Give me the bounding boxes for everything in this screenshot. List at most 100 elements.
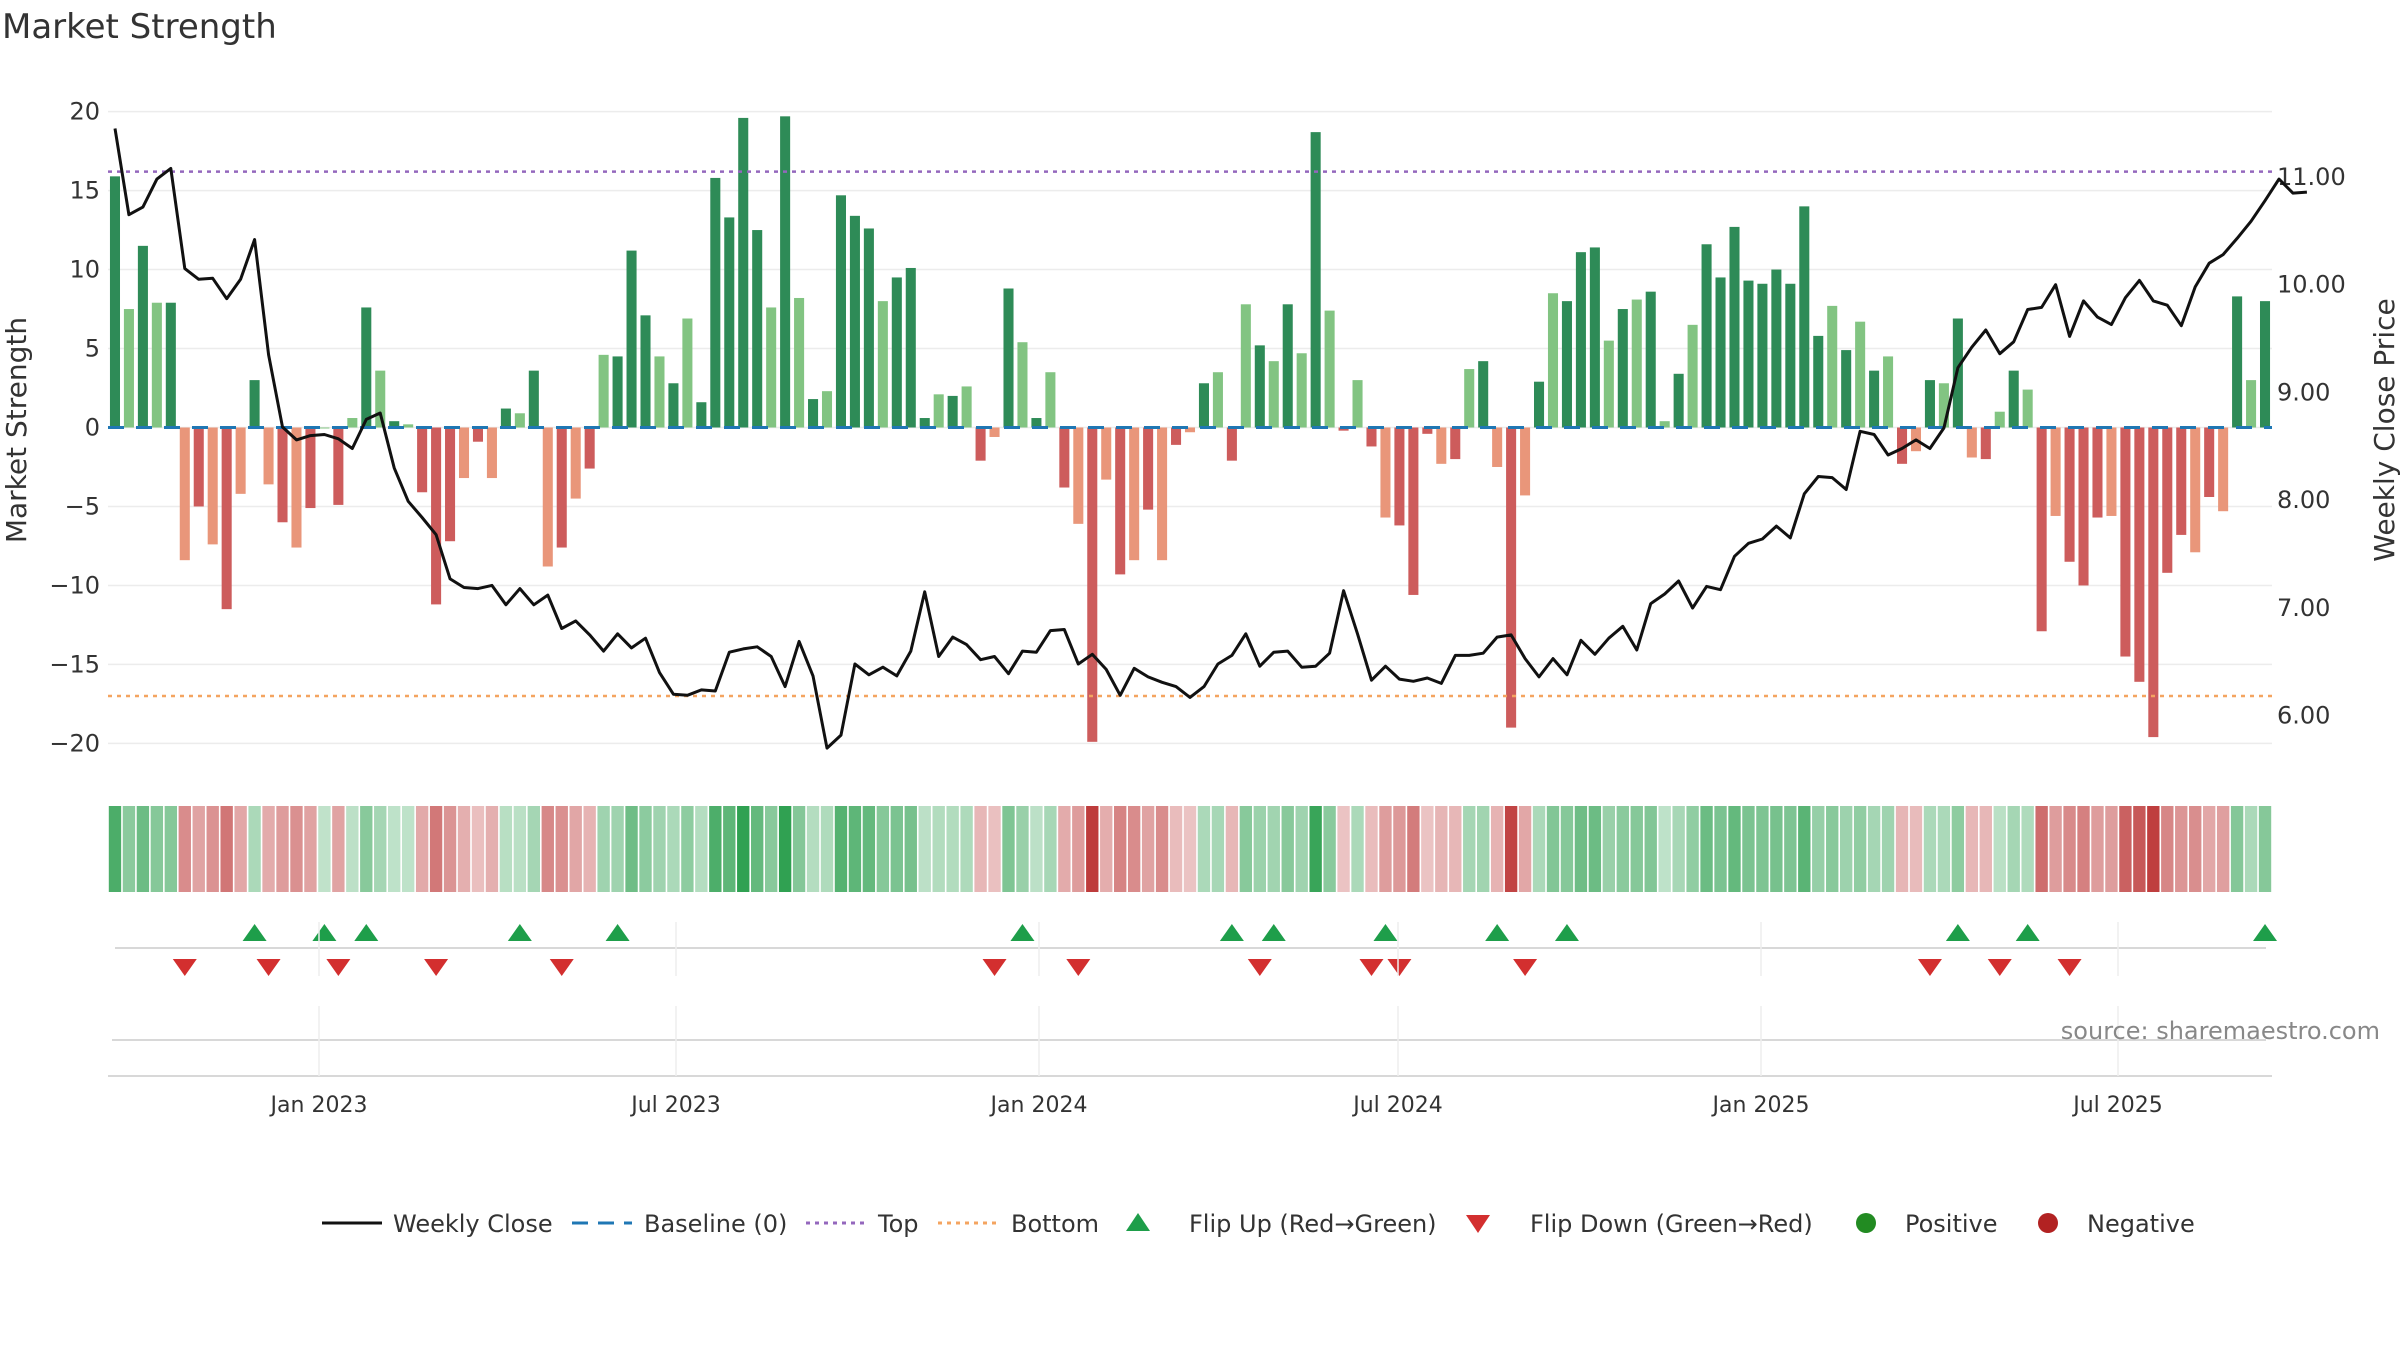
heat-cell <box>1225 806 1239 892</box>
strength-bar <box>1561 301 1572 428</box>
legend-baseline: Baseline (0) <box>644 1210 787 1238</box>
strength-bar <box>598 354 609 428</box>
strength-bar <box>1073 427 1084 524</box>
heat-cell <box>1127 806 1141 892</box>
strength-bar <box>1631 299 1642 428</box>
strength-bar <box>1115 427 1126 575</box>
strength-bar <box>654 356 665 428</box>
heat-cell <box>1253 806 1266 892</box>
strength-bar <box>1785 283 1796 428</box>
strength-bar <box>277 427 288 523</box>
strength-bar <box>179 427 190 561</box>
strength-bar <box>528 370 539 428</box>
heat-cell <box>2147 806 2160 892</box>
strength-bar <box>919 418 930 428</box>
x-tick-label: Jan 2023 <box>269 1093 368 1118</box>
strength-bar <box>961 386 972 428</box>
legend-top: Top <box>877 1210 919 1238</box>
heat-cell <box>1030 806 1043 892</box>
strength-bar <box>403 424 414 428</box>
flip-up-marker <box>2015 924 2040 941</box>
strength-bar <box>1394 427 1405 526</box>
heat-cell <box>1560 806 1574 892</box>
legend-flip-down-swatch <box>1466 1215 1490 1233</box>
heat-cell <box>122 806 136 892</box>
heat-cell <box>1630 806 1643 892</box>
flip-down-marker <box>2057 959 2082 976</box>
heat-cell <box>415 806 429 892</box>
strength-bar <box>863 228 874 428</box>
heat-cell <box>1756 806 1769 892</box>
strength-bar <box>1617 309 1628 428</box>
strength-bar <box>1282 304 1293 428</box>
heat-cell <box>2035 806 2048 892</box>
strength-bar <box>2218 427 2229 512</box>
heat-cell <box>1044 806 1057 892</box>
strength-bar <box>780 116 791 428</box>
strength-bar <box>696 402 707 428</box>
heat-cell <box>1351 806 1364 892</box>
strength-bar <box>710 177 721 428</box>
strength-bar <box>1436 427 1447 464</box>
flip-down-marker <box>326 959 351 976</box>
strength-bar <box>2134 427 2145 682</box>
strength-bar <box>891 277 902 428</box>
strength-bar <box>486 427 497 479</box>
heat-cell <box>820 806 834 892</box>
y-tick-label: −10 <box>49 571 100 599</box>
strength-bar <box>1422 427 1433 434</box>
y-tick-label: −5 <box>65 492 100 520</box>
heat-cell <box>1532 806 1546 892</box>
heat-cell <box>2258 806 2272 892</box>
strength-bar <box>389 421 400 428</box>
heat-cell <box>1923 806 1937 892</box>
strength-bar <box>1171 427 1182 445</box>
heat-cell <box>1281 806 1294 892</box>
flip-markers <box>112 924 2278 1041</box>
strength-bar <box>752 230 763 428</box>
heat-cell <box>1449 806 1462 892</box>
flip-down-marker <box>1066 959 1091 976</box>
flip-down-marker <box>1359 959 1384 976</box>
strength-bar <box>835 195 846 428</box>
heat-cell <box>1114 806 1127 892</box>
strength-bar <box>305 427 316 509</box>
heat-cell <box>457 806 471 892</box>
strength-bar <box>1673 373 1684 428</box>
y-tick-label: 10 <box>69 256 100 284</box>
strength-bar <box>556 427 567 548</box>
heat-cell <box>276 806 289 892</box>
strength-bar <box>1143 427 1154 510</box>
strength-bar <box>612 356 623 428</box>
heat-cell <box>904 806 917 892</box>
strength-bar <box>1101 427 1112 480</box>
strength-bar <box>472 427 484 442</box>
heat-cell <box>695 806 708 892</box>
heat-cell <box>1979 806 1992 892</box>
strength-bar <box>570 427 581 499</box>
strength-bar <box>347 418 358 428</box>
y2-tick-label: 10.00 <box>2277 271 2346 299</box>
heat-cell <box>388 806 401 892</box>
flip-down-marker <box>1513 959 1538 976</box>
heat-cell <box>2202 806 2216 892</box>
heat-cell <box>401 806 415 892</box>
heat-cell <box>667 806 680 892</box>
heat-cell <box>527 806 540 892</box>
flip-up-marker <box>354 924 379 941</box>
heat-cell <box>346 806 359 892</box>
heat-cell <box>1016 806 1029 892</box>
strength-bar <box>724 217 735 428</box>
heat-cell <box>2133 806 2146 892</box>
strength-bar <box>766 307 777 428</box>
strength-bars <box>109 116 2271 742</box>
heat-cell <box>1337 806 1350 892</box>
heat-cell <box>1002 806 1015 892</box>
strength-bar <box>794 297 805 428</box>
heat-cell <box>1714 806 1727 892</box>
strength-bar <box>1212 372 1223 428</box>
heat-cell <box>764 806 778 892</box>
heat-cell <box>2161 806 2174 892</box>
strength-bar <box>2162 427 2173 573</box>
heat-cell <box>555 806 568 892</box>
